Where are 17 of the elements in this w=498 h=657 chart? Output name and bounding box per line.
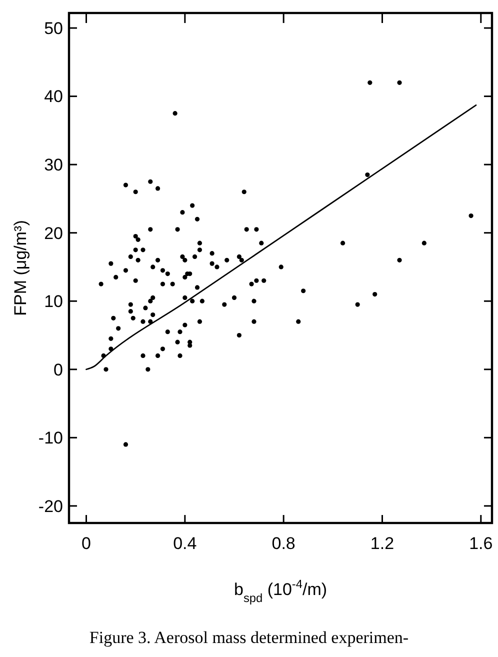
caption: Figure 3. Aerosol mass determined experimen- [89,628,409,647]
y-tick-label: -20 [38,496,63,516]
y-tick-label: 0 [54,360,63,380]
y-tick-label: 20 [44,224,63,243]
x-tick-label: 0 [82,534,91,553]
x-tick-label: 1.6 [469,534,493,553]
x-tick-label: 1.2 [370,534,394,553]
y-axis-title: FPM (μg/m³) [11,220,30,316]
y-tick-label: 50 [44,18,63,38]
x-tick-label: 0.4 [173,534,197,553]
y-tick-label: 10 [44,292,63,312]
y-tick-label: -10 [38,428,63,448]
y-tick-label: 40 [44,87,63,106]
x-tick-label: 0.8 [272,534,296,553]
y-tick-label: 30 [44,156,63,175]
x-axis-title: b$_{spd}$ (10$^{-4}$/m) [234,577,328,605]
line-series [86,104,477,370]
